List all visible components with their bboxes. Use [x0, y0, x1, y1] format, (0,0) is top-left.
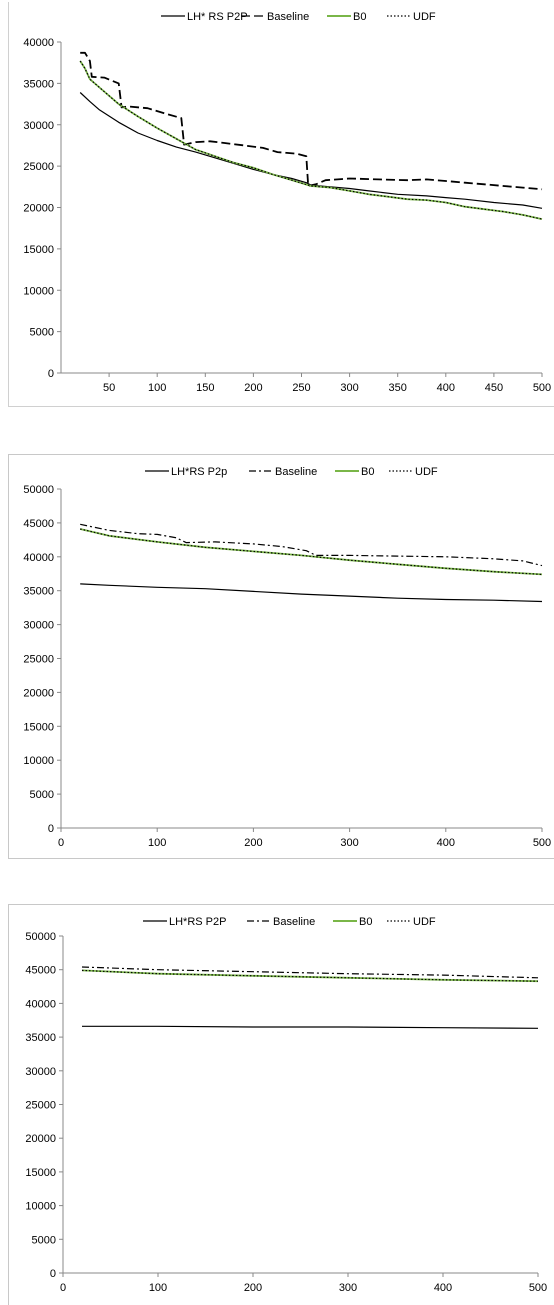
- line-chart-2: 0500010000150002000025000300003500040000…: [23, 466, 551, 849]
- y-tick-label: 5000: [30, 327, 54, 339]
- x-tick-label: 300: [339, 1282, 357, 1294]
- x-tick-label: 250: [292, 382, 310, 394]
- series-line-baseline: [80, 523, 543, 567]
- x-tick-label: 350: [389, 382, 407, 394]
- x-tick-label: 200: [244, 1282, 262, 1294]
- legend-label-b0: B0: [361, 466, 374, 478]
- series-line-udf: [81, 969, 539, 982]
- y-tick-label: 25000: [23, 161, 54, 173]
- x-tick-label: 400: [437, 382, 455, 394]
- legend-label-baseline: Baseline: [273, 916, 315, 928]
- x-tick-label: 0: [58, 837, 64, 849]
- y-tick-label: 45000: [25, 965, 56, 977]
- y-tick-label: 45000: [23, 518, 54, 530]
- y-tick-label: 5000: [30, 789, 54, 801]
- series-line-b0: [79, 60, 543, 220]
- y-tick-label: 5000: [32, 1234, 56, 1246]
- y-tick-label: 30000: [23, 620, 54, 632]
- chart-panel-3: 0 5000 10000 15000 20000 25000 30000 35000 40000…: [8, 904, 554, 1305]
- x-tick-label: 300: [340, 837, 358, 849]
- x-tick-label: 500: [533, 382, 551, 394]
- series-line-b0: [81, 969, 539, 983]
- x-tick-label: 400: [437, 837, 455, 849]
- x-tick-label: 150: [196, 382, 214, 394]
- y-tick-label: 15000: [23, 721, 54, 733]
- legend-label-b0: B0: [353, 11, 366, 23]
- y-tick-label: 35000: [23, 586, 54, 598]
- x-tick-label: 400: [434, 1282, 452, 1294]
- y-tick-label: 50000: [25, 931, 56, 943]
- legend-label-lh-rs-p2p: LH*RS P2P: [169, 916, 226, 928]
- y-tick-label: 35000: [23, 78, 54, 90]
- y-tick-label: 15000: [25, 1167, 56, 1179]
- legend-label-lh-rs-p2p: LH* RS P2P: [187, 11, 248, 23]
- y-tick-label: 35000: [25, 1032, 56, 1044]
- series-line-b0: [79, 528, 543, 576]
- legend-label-udf: UDF: [413, 11, 436, 23]
- y-tick-label: 40000: [25, 998, 56, 1010]
- x-tick-label: 0: [60, 1282, 66, 1294]
- x-tick-label: 450: [485, 382, 503, 394]
- x-tick-label: 200: [244, 837, 262, 849]
- x-tick-label: 300: [340, 382, 358, 394]
- y-tick-label: 30000: [23, 120, 54, 132]
- y-tick-label: 30000: [25, 1066, 56, 1078]
- legend-label-b0: B0: [359, 916, 372, 928]
- series-line-udf: [79, 60, 543, 220]
- y-tick-label: 40000: [23, 552, 54, 564]
- line-chart-1: 0 5000 10000 15000 20000 25000 30000 35000 40000…: [23, 11, 551, 394]
- y-tick-label: 50000: [23, 484, 54, 496]
- x-tick-label: 100: [148, 837, 166, 849]
- y-tick-label: 0: [50, 1268, 56, 1280]
- series-line-baseline: [80, 51, 543, 191]
- y-tick-label: 20000: [25, 1133, 56, 1145]
- series-line-baseline: [81, 966, 539, 979]
- chart-panel-2: 0 5000 10000 15000 20000 25000 30000 35000 40000…: [8, 454, 554, 859]
- x-tick-label: 500: [533, 837, 551, 849]
- legend-label-baseline: Baseline: [267, 11, 309, 23]
- line-chart-3: 0500010000150002000025000300003500040000…: [25, 916, 547, 1294]
- y-tick-label: 20000: [23, 687, 54, 699]
- legend-label-udf: UDF: [415, 466, 438, 478]
- y-tick-label: 40000: [23, 37, 54, 49]
- y-tick-label: 25000: [23, 654, 54, 666]
- series-line-lh-rs-p2p: [82, 1025, 539, 1029]
- x-tick-label: 100: [148, 382, 166, 394]
- y-tick-label: 10000: [23, 755, 54, 767]
- y-tick-label: 25000: [25, 1100, 56, 1112]
- x-tick-label: 500: [529, 1282, 547, 1294]
- x-tick-label: 50: [103, 382, 115, 394]
- legend-label-lh-rs-p2p: LH*RS P2p: [171, 466, 227, 478]
- y-tick-label: 20000: [23, 203, 54, 215]
- y-tick-label: 10000: [25, 1201, 56, 1213]
- x-tick-label: 100: [149, 1282, 167, 1294]
- y-tick-label: 0: [48, 368, 54, 380]
- legend-label-udf: UDF: [413, 916, 436, 928]
- y-tick-label: 0: [48, 823, 54, 835]
- series-line-lh-rs-p2p: [79, 92, 543, 209]
- y-tick-label: 15000: [23, 244, 54, 256]
- x-tick-label: 200: [244, 382, 262, 394]
- legend-label-baseline: Baseline: [275, 466, 317, 478]
- y-tick-label: 10000: [23, 285, 54, 297]
- series-line-udf: [80, 528, 543, 575]
- series-line-lh-rs-p2p: [80, 583, 543, 603]
- chart-panel-1: 0 5000 10000 15000 20000 25000 30000 35000 40000…: [8, 2, 554, 407]
